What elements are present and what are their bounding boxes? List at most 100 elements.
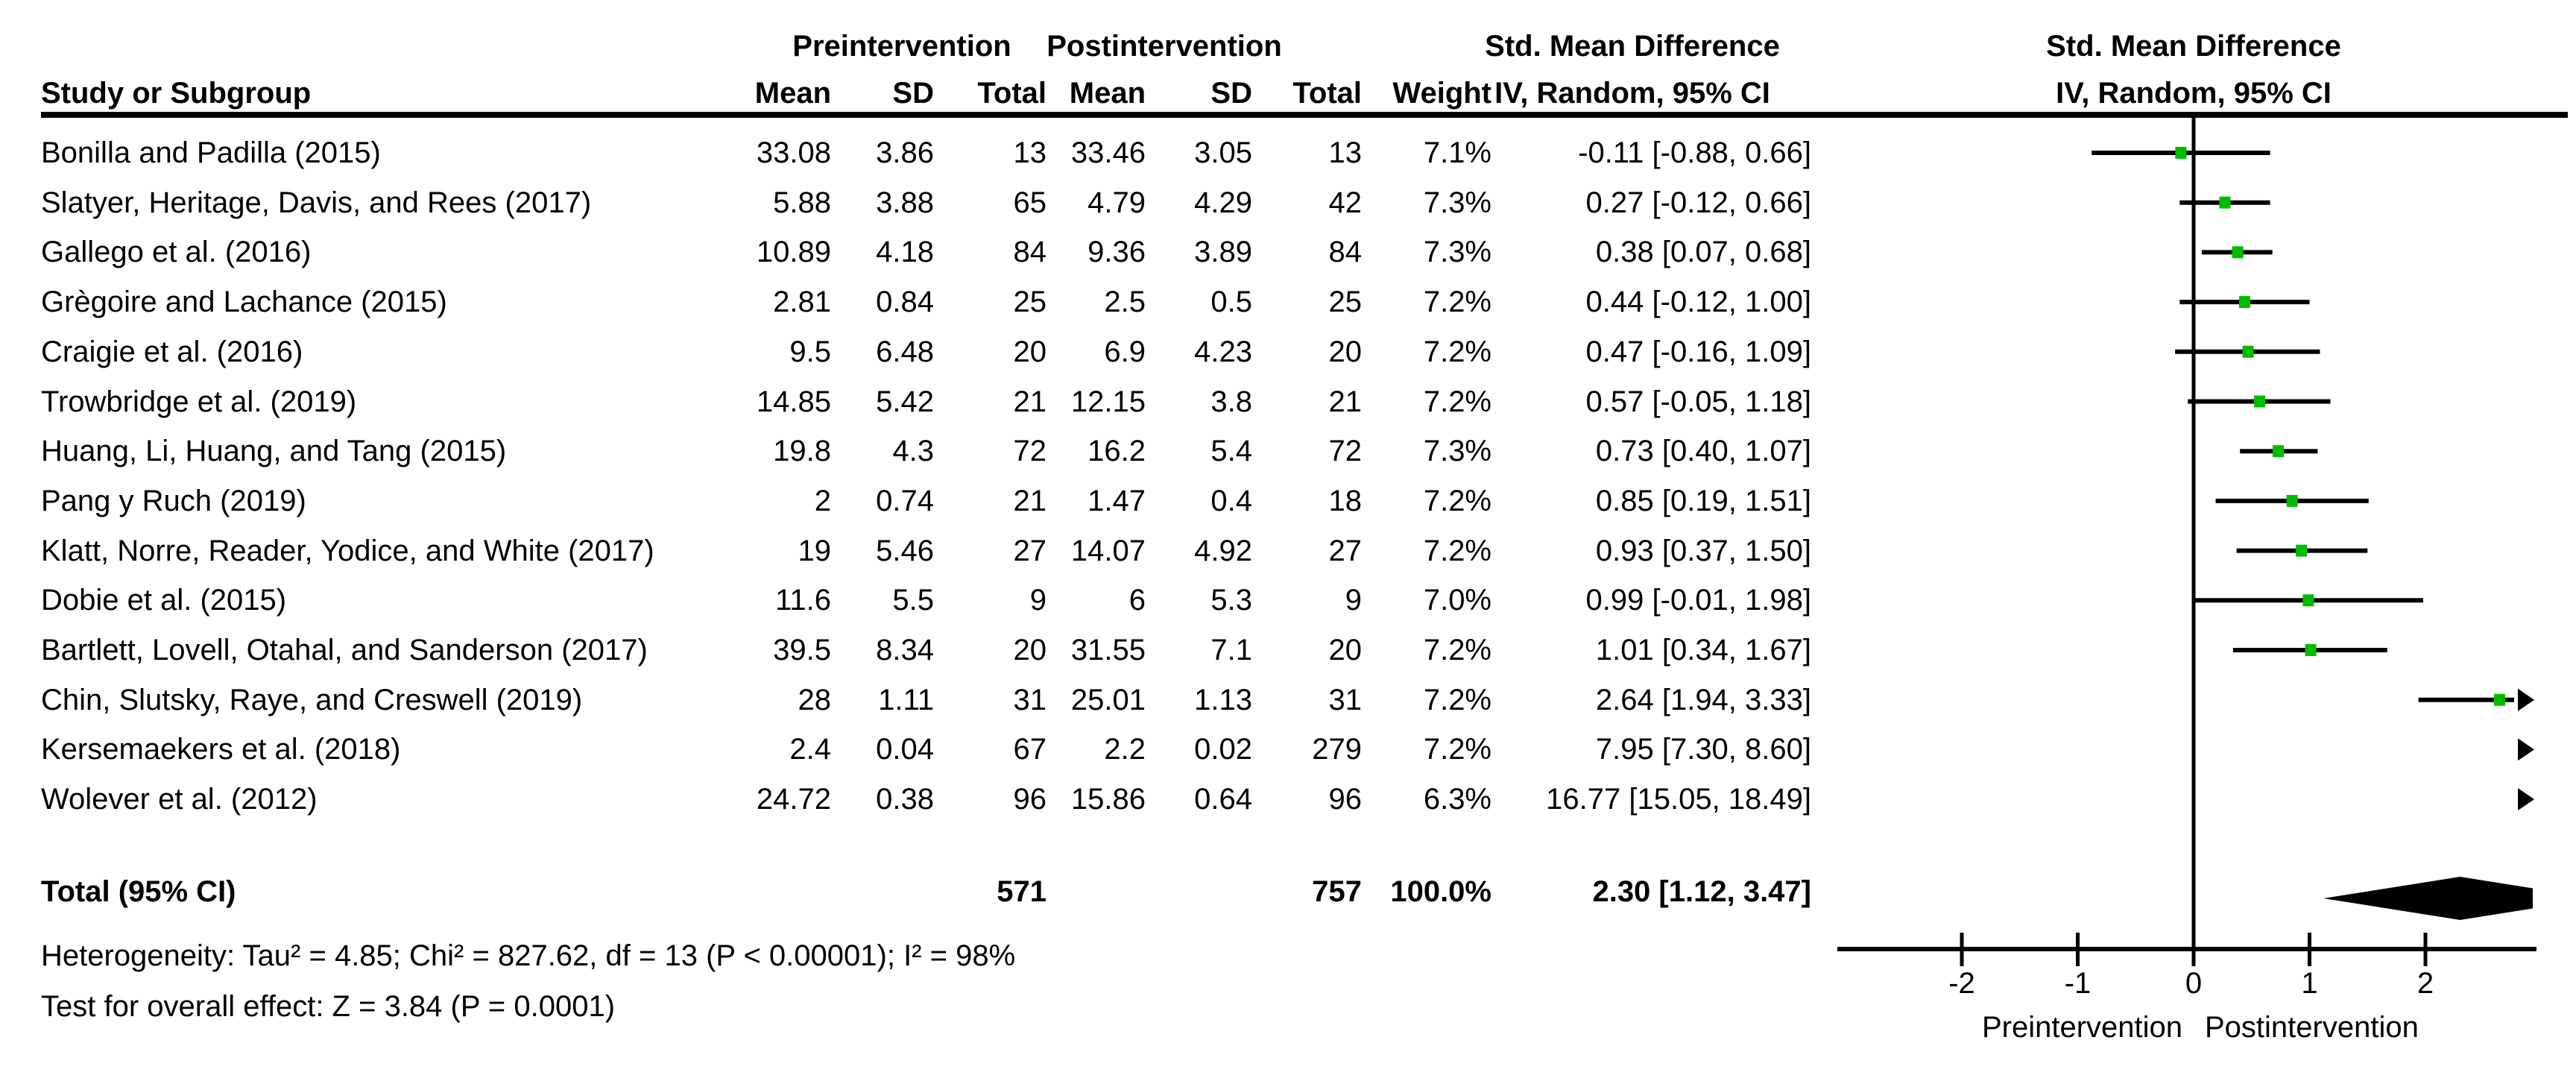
total-diamond bbox=[2323, 877, 2533, 920]
sd2-column-header: SD bbox=[1210, 77, 1252, 110]
axis-tick-label: 0 bbox=[2185, 967, 2202, 1000]
row-2-mean2: 4.79 bbox=[1087, 186, 1146, 219]
favours-right-label: Postintervention bbox=[2205, 1011, 2419, 1044]
row-6-n1: 21 bbox=[1013, 385, 1047, 418]
row-6-mean2: 12.15 bbox=[1070, 385, 1146, 418]
effect-marker bbox=[2254, 395, 2266, 408]
header-divider bbox=[41, 112, 2568, 118]
row-6-n2: 21 bbox=[1328, 385, 1363, 418]
row-9-sd1: 5.46 bbox=[876, 535, 934, 567]
row-9-ci: 0.93 [0.37, 1.50] bbox=[1595, 535, 1811, 567]
row-7-n1: 72 bbox=[1013, 435, 1047, 467]
row-13-ci: 7.95 [7.30, 8.60] bbox=[1595, 733, 1811, 766]
row-5-sd2: 4.23 bbox=[1194, 335, 1252, 368]
row-3-ci: 0.38 [0.07, 0.68] bbox=[1595, 236, 1811, 268]
row-12-study: Chin, Slutsky, Raye, and Creswell (2019) bbox=[41, 684, 583, 716]
row-2-sd2: 4.29 bbox=[1194, 186, 1252, 219]
row-11-sd1: 8.34 bbox=[876, 634, 934, 667]
effect-marker bbox=[2494, 693, 2506, 706]
row-1-sd1: 3.86 bbox=[876, 136, 934, 169]
row-3-n2: 84 bbox=[1328, 236, 1363, 268]
row-13-weight: 7.2% bbox=[1423, 733, 1491, 766]
effect-marker bbox=[2219, 196, 2231, 209]
total-n2: 757 bbox=[1312, 875, 1362, 908]
row-1-weight: 7.1% bbox=[1423, 136, 1491, 169]
row-13-study: Kersemaekers et al. (2018) bbox=[41, 733, 401, 766]
method-text-column-header: IV, Random, 95% CI bbox=[1494, 77, 1770, 110]
row-12-ci: 2.64 [1.94, 3.33] bbox=[1595, 684, 1811, 716]
row-13-n1: 67 bbox=[1013, 733, 1047, 766]
effect-marker bbox=[2232, 246, 2244, 259]
row-9-study: Klatt, Norre, Reader, Yodice, and White … bbox=[41, 535, 654, 567]
effect-marker bbox=[2238, 296, 2250, 309]
row-9-mean2: 14.07 bbox=[1070, 535, 1146, 567]
row-6-weight: 7.2% bbox=[1423, 385, 1491, 418]
row-11-mean1: 39.5 bbox=[773, 634, 831, 667]
row-14-mean2: 15.86 bbox=[1070, 783, 1146, 816]
effect-marker bbox=[2242, 345, 2254, 358]
row-7-sd2: 5.4 bbox=[1210, 435, 1252, 467]
sd1-column-header: SD bbox=[892, 77, 934, 110]
total-n1: 571 bbox=[997, 875, 1046, 908]
row-8-sd1: 0.74 bbox=[876, 485, 934, 517]
row-11-sd2: 7.1 bbox=[1210, 634, 1252, 667]
row-6-ci: 0.57 [-0.05, 1.18] bbox=[1585, 385, 1811, 418]
favours-left-label: Preintervention bbox=[1982, 1011, 2182, 1044]
row-9-mean1: 19 bbox=[798, 535, 832, 567]
effect-marker bbox=[2305, 644, 2317, 656]
row-11-ci: 1.01 [0.34, 1.67] bbox=[1595, 634, 1811, 667]
row-11-n1: 20 bbox=[1013, 634, 1047, 667]
row-1-n1: 13 bbox=[1013, 136, 1047, 169]
preintervention-group-header: Preintervention bbox=[792, 30, 1011, 63]
axis-tick-label: -1 bbox=[2065, 967, 2092, 1000]
heterogeneity-stats: Heterogeneity: Tau² = 4.85; Chi² = 827.6… bbox=[41, 939, 1016, 972]
row-8-sd2: 0.4 bbox=[1210, 485, 1252, 517]
row-7-mean2: 16.2 bbox=[1087, 435, 1146, 467]
row-7-study: Huang, Li, Huang, and Tang (2015) bbox=[41, 435, 507, 467]
row-11-study: Bartlett, Lovell, Otahal, and Sanderson … bbox=[41, 634, 648, 667]
row-1-study: Bonilla and Padilla (2015) bbox=[41, 136, 381, 169]
row-4-sd1: 0.84 bbox=[876, 286, 934, 318]
row-8-ci: 0.85 [0.19, 1.51] bbox=[1595, 485, 1811, 517]
row-3-weight: 7.3% bbox=[1423, 236, 1491, 268]
row-12-sd1: 1.11 bbox=[878, 684, 934, 716]
effect-marker bbox=[2296, 544, 2308, 557]
total1-column-header: Total bbox=[977, 77, 1046, 110]
row-7-mean1: 19.8 bbox=[773, 435, 831, 467]
row-12-sd2: 1.13 bbox=[1194, 684, 1252, 716]
row-11-mean2: 31.55 bbox=[1070, 634, 1146, 667]
row-4-n2: 25 bbox=[1328, 286, 1363, 318]
row-3-sd1: 4.18 bbox=[876, 236, 934, 268]
row-8-n1: 21 bbox=[1013, 485, 1047, 517]
row-5-ci: 0.47 [-0.16, 1.09] bbox=[1585, 335, 1811, 368]
row-12-weight: 7.2% bbox=[1423, 684, 1491, 716]
row-5-mean2: 6.9 bbox=[1104, 335, 1146, 368]
row-12-mean1: 28 bbox=[798, 684, 832, 716]
row-14-weight: 6.3% bbox=[1423, 783, 1491, 816]
smd-text-column-header: Std. Mean Difference bbox=[1485, 30, 1780, 63]
row-4-weight: 7.2% bbox=[1423, 286, 1491, 318]
row-13-sd2: 0.02 bbox=[1194, 733, 1252, 766]
method-plot-column-header: IV, Random, 95% CI bbox=[2056, 77, 2332, 110]
row-8-mean1: 2 bbox=[814, 485, 831, 517]
row-7-n2: 72 bbox=[1328, 435, 1363, 467]
total-row-label: Total (95% CI) bbox=[41, 875, 236, 908]
row-1-mean2: 33.46 bbox=[1070, 136, 1146, 169]
weight-column-header: Weight bbox=[1392, 77, 1491, 110]
row-12-n2: 31 bbox=[1328, 684, 1363, 716]
row-13-mean1: 2.4 bbox=[789, 733, 831, 766]
clipped-ci-arrow-icon bbox=[2518, 688, 2534, 711]
effect-marker bbox=[2286, 494, 2298, 507]
row-4-ci: 0.44 [-0.12, 1.00] bbox=[1585, 286, 1811, 318]
axis-tick-label: -2 bbox=[1948, 967, 1975, 1000]
row-6-mean1: 14.85 bbox=[756, 385, 831, 418]
row-12-n1: 31 bbox=[1013, 684, 1047, 716]
row-14-ci: 16.77 [15.05, 18.49] bbox=[1546, 783, 1811, 816]
total2-column-header: Total bbox=[1292, 77, 1362, 110]
row-10-weight: 7.0% bbox=[1423, 584, 1491, 617]
effect-marker bbox=[2302, 594, 2314, 607]
row-8-n2: 18 bbox=[1328, 485, 1363, 517]
effect-marker bbox=[2273, 445, 2285, 458]
mean2-column-header: Mean bbox=[1069, 77, 1146, 110]
